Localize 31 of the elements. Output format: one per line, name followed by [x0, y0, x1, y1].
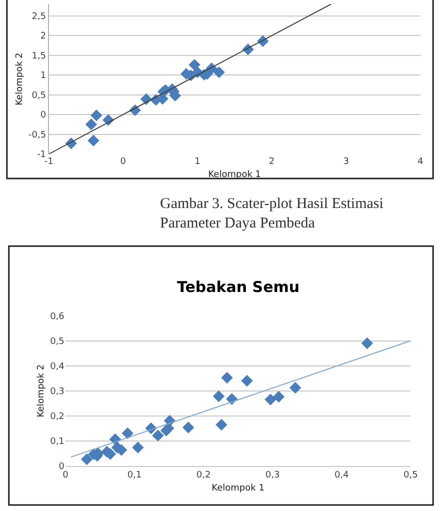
- x-tick-label: 1: [194, 157, 200, 168]
- x-tick-label: 0,3: [265, 470, 280, 481]
- x-tick-label: 0,2: [196, 470, 211, 481]
- x-axis-title: Kelompok 1: [208, 170, 262, 180]
- chart-title: Tebakan Semu: [177, 278, 300, 296]
- y-tick-label: 2: [40, 32, 46, 42]
- y-axis-title: Kelompok 2: [14, 52, 25, 106]
- y-tick-label: 0,4: [50, 362, 65, 372]
- x-tick-label: 0,4: [334, 470, 350, 481]
- y-tick-label: 0,2: [50, 412, 64, 422]
- y-tick-label: 0,1: [50, 436, 64, 447]
- text: Gambar 3. Scater-plot Hasil Estimasi Parameter Daya Pembeda: [160, 196, 384, 232]
- y-tick-label: 1: [40, 71, 46, 82]
- y-tick-label: -0,5: [28, 130, 46, 140]
- x-tick-label: 0,5: [403, 470, 418, 481]
- y-tick-label: 0: [58, 462, 65, 472]
- x-tick-label: 0: [120, 157, 126, 168]
- x-tick-label: 4: [418, 157, 424, 168]
- y-tick-label: -1: [37, 150, 46, 160]
- y-tick-label: 0: [40, 110, 46, 121]
- y-tick-label: 1,5: [32, 51, 46, 62]
- x-tick-label: 0,1: [127, 470, 142, 481]
- y-tick-label: 0,5: [50, 336, 64, 347]
- y-axis-title: Kelompok 2: [36, 364, 46, 418]
- y-tick-label: 0,6: [50, 312, 65, 322]
- y-tick-label: 0,3: [50, 386, 64, 397]
- x-axis-title: Kelompok 1: [212, 483, 264, 494]
- y-tick-label: 2,5: [32, 12, 46, 22]
- x-tick-label: 3: [343, 157, 349, 168]
- x-tick-label: 2: [268, 157, 275, 168]
- y-tick-label: 0,5: [32, 90, 46, 101]
